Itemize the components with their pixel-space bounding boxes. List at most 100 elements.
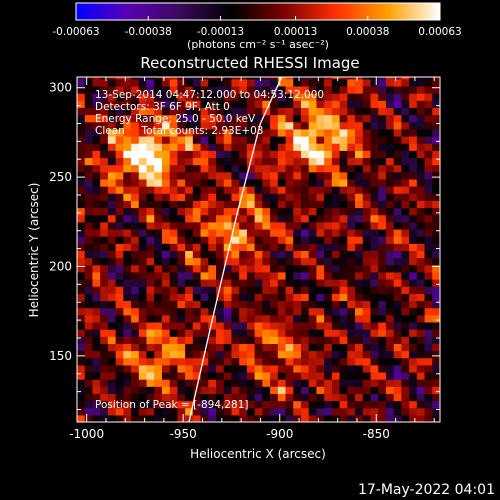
heatmap-cell	[169, 178, 178, 187]
heatmap-cell	[362, 336, 372, 344]
heatmap-cell	[223, 364, 233, 373]
heatmap-cell	[161, 329, 171, 337]
heatmap-cell	[154, 228, 163, 237]
heatmap-cell	[231, 221, 240, 230]
heatmap-cell	[324, 393, 333, 402]
heatmap-cell	[370, 93, 379, 101]
heatmap-cell	[293, 150, 302, 159]
heatmap-cell	[316, 178, 325, 187]
heatmap-cell	[131, 85, 140, 94]
heatmap-cell	[300, 314, 310, 323]
heatmap-cell	[246, 371, 256, 380]
heatmap-cell	[185, 407, 194, 416]
heatmap-cell	[100, 228, 109, 237]
heatmap-cell	[200, 150, 209, 159]
heatmap-cell	[378, 329, 387, 337]
heatmap-cell	[154, 236, 163, 244]
heatmap-cell	[409, 357, 418, 366]
heatmap-cell	[123, 193, 132, 201]
heatmap-cell	[300, 414, 310, 422]
heatmap-cell	[246, 121, 256, 130]
heatmap-cell	[424, 414, 433, 422]
heatmap-cell	[331, 400, 341, 409]
heatmap-cell	[293, 93, 302, 101]
heatmap-cell	[154, 100, 163, 108]
heatmap-cell	[416, 393, 426, 402]
heatmap-cell	[416, 264, 426, 273]
heatmap-cell	[185, 393, 194, 402]
heatmap-cell	[324, 414, 333, 422]
heatmap-cell	[385, 85, 395, 94]
heatmap-cell	[424, 157, 433, 166]
heatmap-cell	[77, 200, 86, 209]
heatmap-cell	[200, 121, 209, 130]
heatmap-cell	[154, 143, 163, 151]
heatmap-cell	[138, 157, 148, 166]
heatmap-cell	[107, 278, 117, 287]
heatmap-cell	[401, 178, 410, 187]
heatmap-cell	[432, 400, 440, 409]
heatmap-cell	[393, 200, 402, 209]
heatmap-cell	[385, 414, 395, 422]
heatmap-cell	[169, 300, 178, 309]
heatmap-cell	[115, 128, 124, 137]
heatmap-cell	[424, 278, 433, 287]
heatmap-cell	[138, 186, 148, 194]
heatmap-cell	[432, 336, 440, 344]
heatmap-cell	[355, 329, 364, 337]
heatmap-cell	[107, 321, 117, 330]
heatmap-cell	[385, 135, 395, 144]
heatmap-cell	[84, 100, 94, 108]
heatmap-cell	[393, 114, 402, 123]
heatmap-cell	[285, 121, 294, 130]
heatmap-cell	[146, 307, 155, 316]
heatmap-cell	[393, 77, 402, 80]
heatmap-cell	[84, 343, 94, 352]
heatmap-cell	[84, 78, 94, 87]
heatmap-cell	[308, 236, 318, 244]
heatmap-cell	[385, 77, 395, 80]
heatmap-cell	[339, 77, 348, 80]
heatmap-cell	[138, 193, 148, 201]
heatmap-cell	[416, 293, 426, 302]
heatmap-cell	[84, 164, 94, 173]
heatmap-cell	[223, 107, 233, 116]
heatmap-cell	[154, 121, 163, 130]
heatmap-cell	[308, 393, 318, 402]
heatmap-cell	[208, 364, 217, 373]
heatmap-cell	[308, 407, 318, 416]
heatmap-cell	[123, 350, 132, 359]
heatmap-cell	[216, 178, 225, 187]
heatmap-cell	[378, 286, 387, 294]
heatmap-cell	[262, 100, 271, 108]
heatmap-cell	[138, 329, 148, 337]
heatmap-cell	[355, 257, 364, 266]
heatmap-cell	[92, 200, 101, 209]
heatmap-cell	[308, 114, 318, 123]
heatmap-cell	[270, 93, 279, 101]
heatmap-cell	[208, 386, 217, 394]
heatmap-cell	[146, 278, 155, 287]
heatmap-cell	[300, 386, 310, 394]
heatmap-cell	[123, 336, 132, 344]
heatmap-cell	[300, 364, 310, 373]
heatmap-cell	[362, 329, 372, 337]
heatmap-cell	[200, 286, 209, 294]
heatmap-cell	[138, 114, 148, 123]
heatmap-cell	[385, 171, 395, 180]
heatmap-cell	[169, 350, 178, 359]
heatmap-cell	[324, 407, 333, 416]
heatmap-cell	[138, 286, 148, 294]
heatmap-cell	[409, 400, 418, 409]
heatmap-cell	[316, 143, 325, 151]
heatmap-cell	[123, 393, 132, 402]
heatmap-cell	[161, 171, 171, 180]
heatmap-cell	[355, 343, 364, 352]
heatmap-cell	[107, 364, 117, 373]
heatmap-cell	[100, 236, 109, 244]
heatmap-cell	[223, 371, 233, 380]
heatmap-cell	[107, 236, 117, 244]
heatmap-cell	[401, 329, 410, 337]
heatmap-cell	[115, 393, 124, 402]
heatmap-cell	[154, 407, 163, 416]
